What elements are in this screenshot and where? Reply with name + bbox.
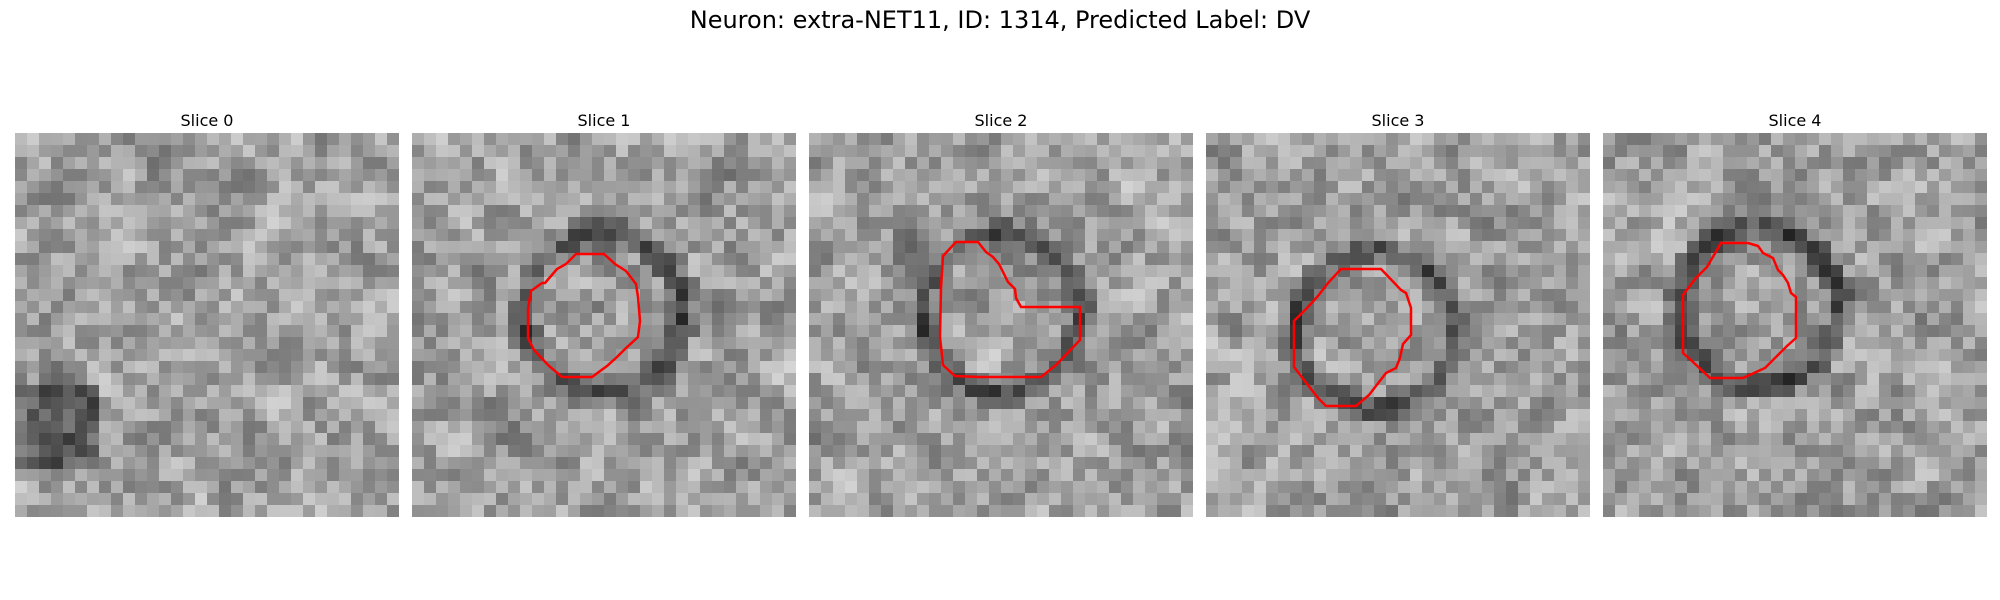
microscopy-image xyxy=(809,133,1193,517)
slice-image xyxy=(15,133,399,517)
contour-overlay xyxy=(526,252,642,379)
slice-panel-1: Slice 1 xyxy=(412,109,796,517)
contour-overlay xyxy=(1681,241,1798,380)
slice-panel-4: Slice 4 xyxy=(1603,109,1987,517)
contour-overlay xyxy=(1292,267,1413,408)
slice-title: Slice 4 xyxy=(1768,111,1822,130)
slice-image xyxy=(1206,133,1590,517)
slice-image xyxy=(412,133,796,517)
slice-image xyxy=(1603,133,1987,517)
figure-title: Neuron: extra-NET11, ID: 1314, Predicted… xyxy=(689,6,1311,34)
slice-title: Slice 2 xyxy=(974,111,1028,130)
microscopy-image xyxy=(412,133,796,517)
slice-title: Slice 3 xyxy=(1371,111,1425,130)
slice-panel-2: Slice 2 xyxy=(809,109,1193,517)
red-contour xyxy=(1681,241,1798,380)
slice-image xyxy=(809,133,1193,517)
slice-panel-3: Slice 3 xyxy=(1206,109,1590,517)
red-contour xyxy=(1292,267,1413,408)
slice-panel-0: Slice 0 xyxy=(15,109,399,517)
microscopy-image xyxy=(1206,133,1590,517)
slice-title: Slice 1 xyxy=(577,111,631,130)
slice-title: Slice 0 xyxy=(180,111,234,130)
red-contour xyxy=(938,240,1082,379)
microscopy-image xyxy=(15,133,399,517)
contour-overlay xyxy=(938,240,1082,379)
red-contour xyxy=(526,252,642,379)
